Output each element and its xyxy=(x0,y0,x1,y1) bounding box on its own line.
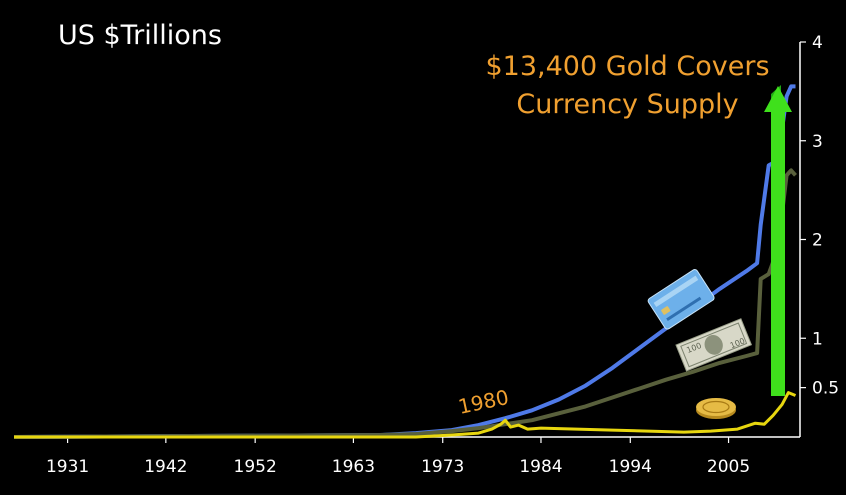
x-tick-label: 1973 xyxy=(421,457,464,477)
y-tick-label: 3 xyxy=(812,132,823,152)
annotation-line-1: $13,400 Gold Covers xyxy=(485,51,770,82)
x-tick-label: 1994 xyxy=(609,457,652,477)
annotation-line-2: Currency Supply xyxy=(516,89,739,120)
gold-coin-icon xyxy=(696,398,736,419)
x-tick-label: 1963 xyxy=(332,457,375,477)
x-tick-label: 2005 xyxy=(707,457,750,477)
y-tick-label: 1 xyxy=(812,329,823,349)
x-tick-label: 1984 xyxy=(519,457,562,477)
series-layer xyxy=(13,84,797,439)
y-tick-label: 4 xyxy=(812,33,823,53)
gold-coverage-annotation: $13,400 Gold Covers Currency Supply xyxy=(440,48,815,124)
gold-coverage-arrow xyxy=(764,85,792,396)
y-axis-ticks: 4 3 2 1 0.5 xyxy=(800,33,839,399)
x-tick-label: 1942 xyxy=(144,457,187,477)
y-tick-label: 2 xyxy=(812,231,823,251)
dollar-bill-icon: 100 100 xyxy=(675,318,753,372)
chart-title: US $Trillions xyxy=(58,20,222,51)
credit-card-icon xyxy=(647,269,715,330)
y-tick-label: 0.5 xyxy=(812,379,839,399)
series-line-1 xyxy=(13,84,796,439)
x-tick-label: 1952 xyxy=(234,457,277,477)
x-axis-ticks: 1931 1942 1952 1963 1973 1984 1994 2005 xyxy=(46,437,750,477)
x-tick-label: 1931 xyxy=(46,457,89,477)
year-1980-label: 1980 xyxy=(456,385,511,419)
series-line-3 xyxy=(14,391,797,439)
